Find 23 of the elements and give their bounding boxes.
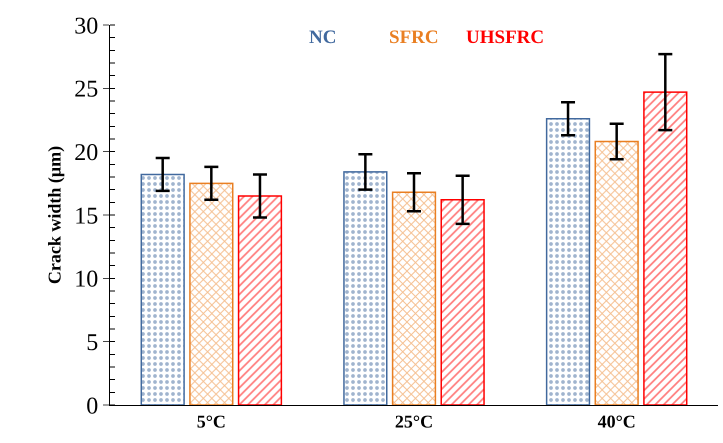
- y-tick-label: 10: [74, 266, 98, 293]
- text: SFRC: [389, 27, 439, 48]
- y-tick-label: 0: [86, 393, 98, 420]
- bar: [440, 199, 485, 405]
- y-tick-label: 30: [74, 13, 98, 40]
- bar: [343, 171, 388, 405]
- y-tick-label: 20: [74, 140, 98, 166]
- text: NC: [309, 27, 336, 48]
- y-axis-title: Crack width (μm): [44, 146, 64, 284]
- bar: [594, 140, 639, 405]
- x-tick-label: 5°C: [196, 412, 226, 432]
- y-tick-label: 25: [74, 76, 98, 103]
- bar: [546, 118, 590, 405]
- bar: [643, 91, 688, 405]
- bar: [189, 182, 234, 405]
- x-tick-label: 40°C: [598, 412, 636, 432]
- x-tick-label: 25°C: [394, 412, 434, 432]
- y-tick-label: 15: [74, 203, 98, 230]
- bar: [392, 191, 436, 405]
- bar: [238, 195, 282, 405]
- y-tick-label: 5: [86, 330, 98, 356]
- bar: [140, 174, 185, 405]
- text: UHSFRC: [466, 27, 544, 48]
